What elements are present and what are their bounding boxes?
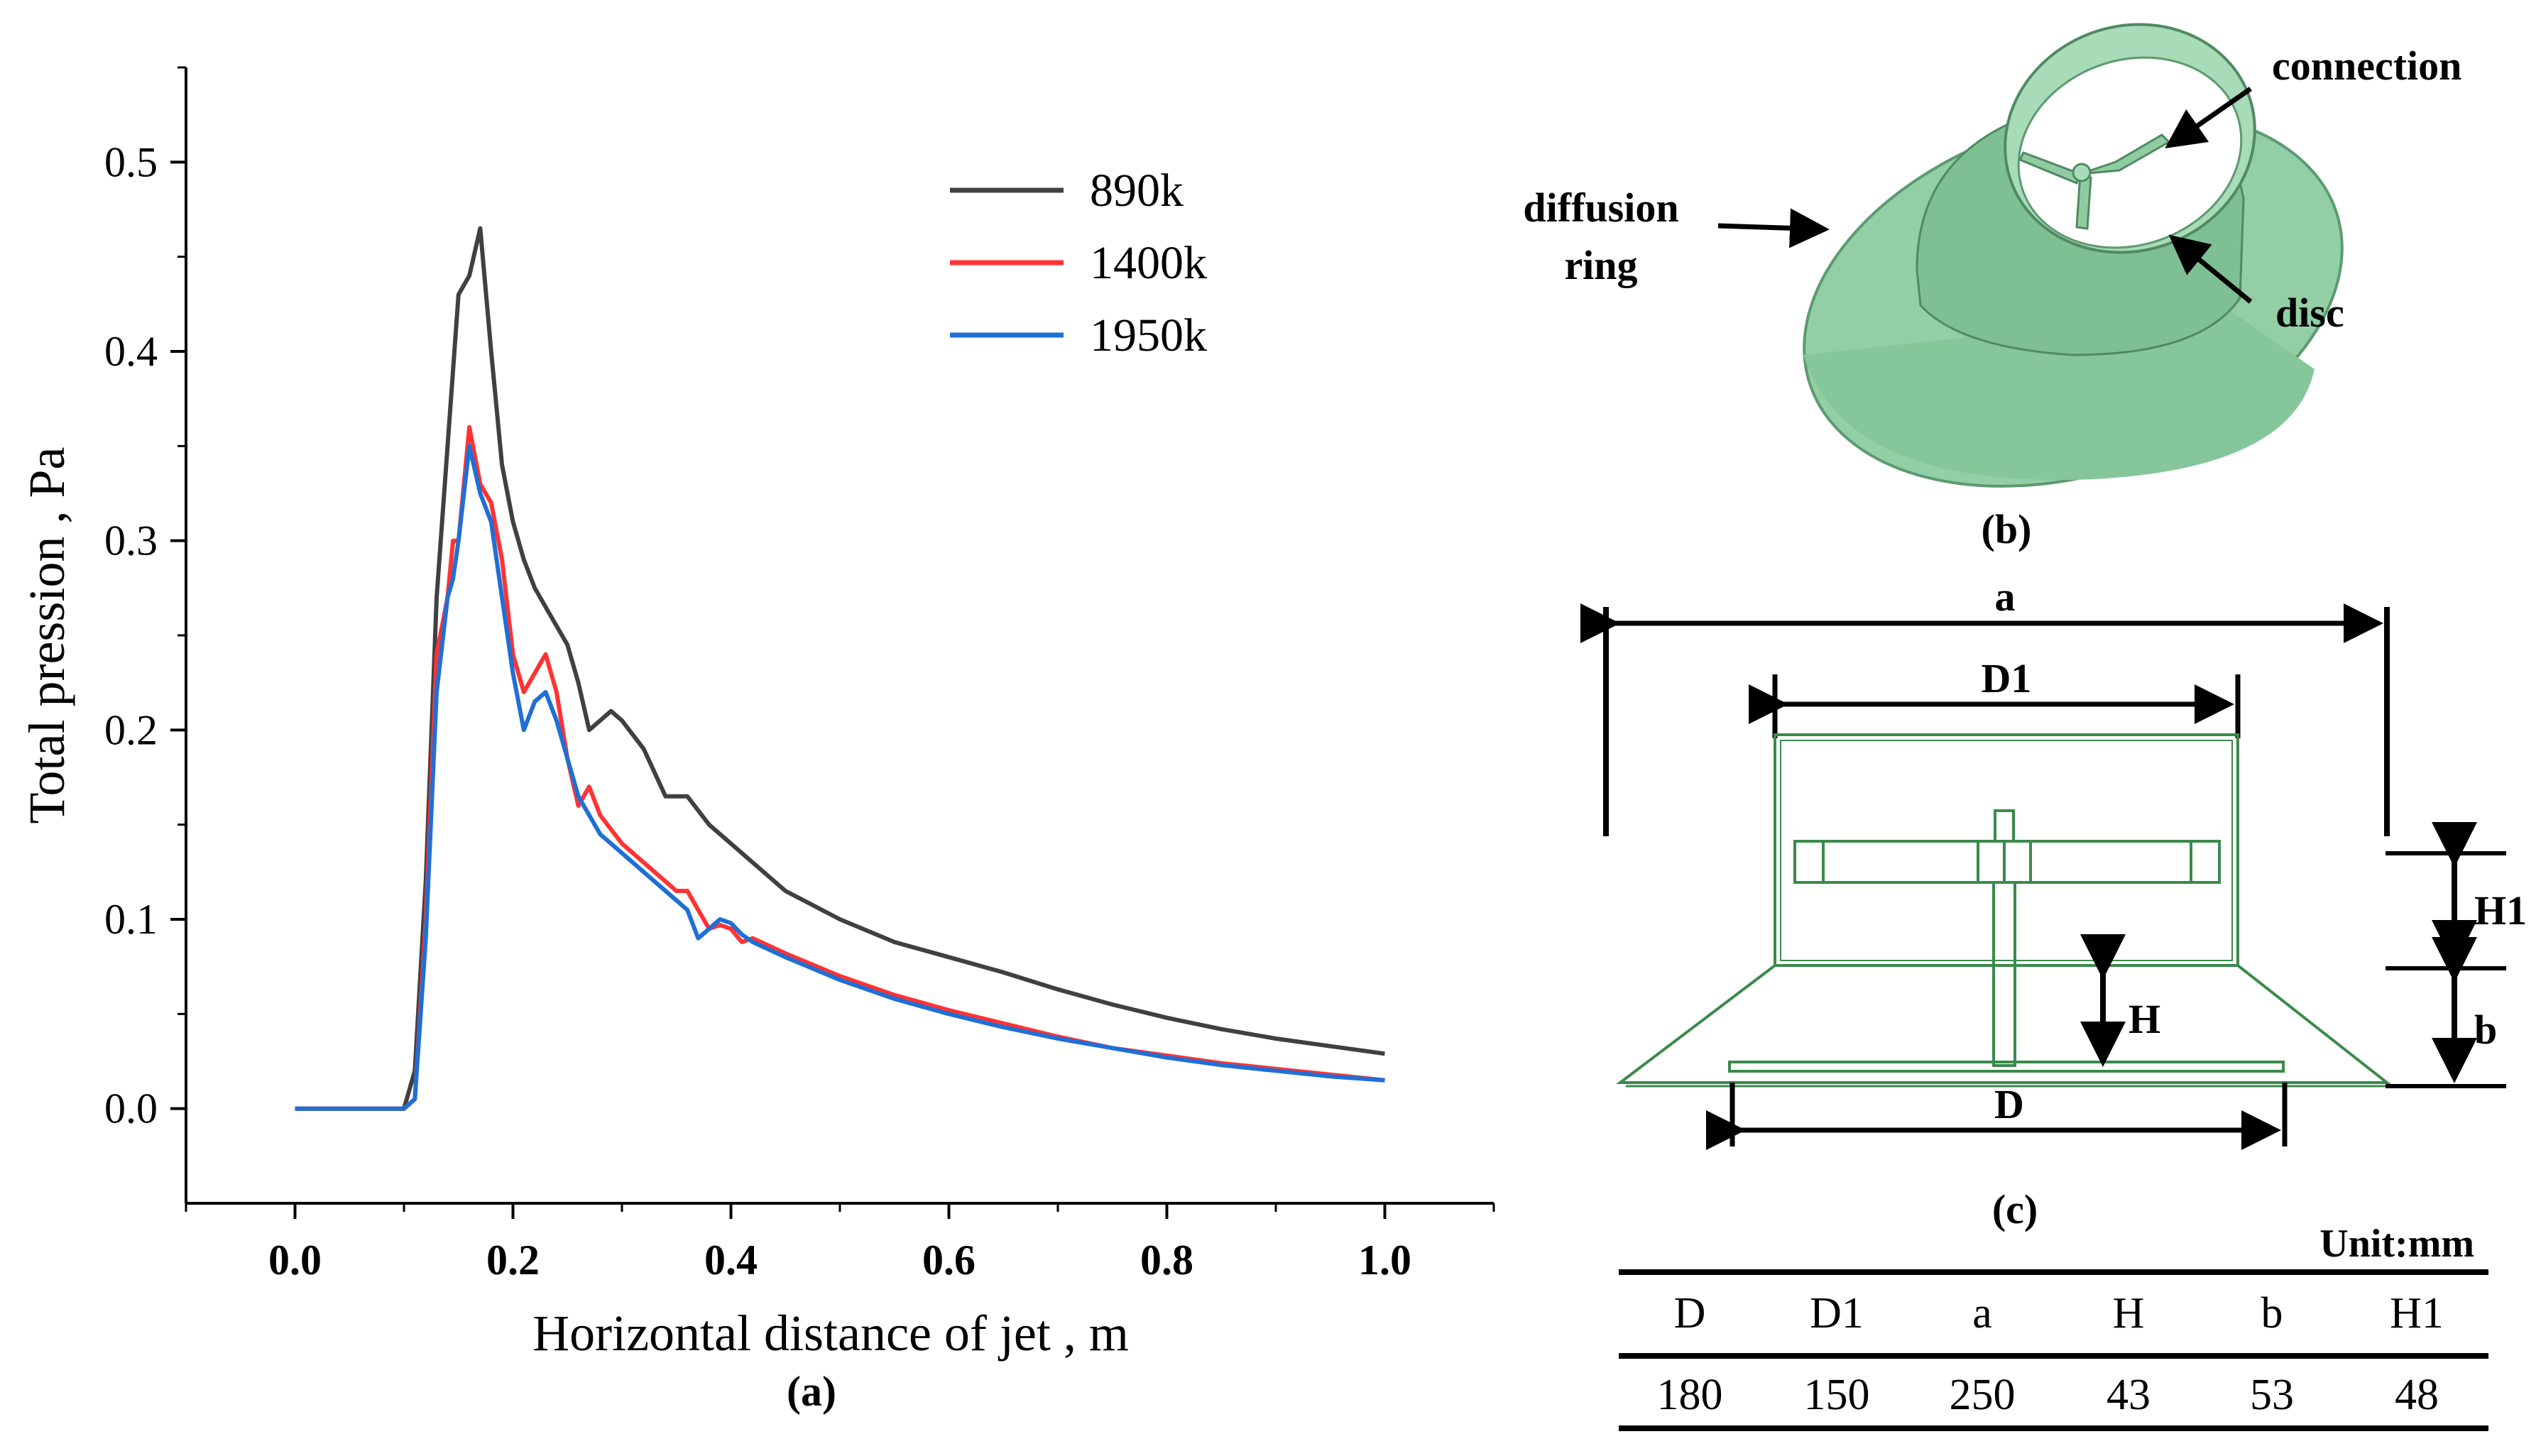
line-chart: 0.0 0.1 0.2 0.3 0.4 0.5 0.0 0.2 0.4 0.6 0.8 1.0 Ho… <box>18 66 1495 1415</box>
y-axis-title: Total pression , Pa <box>18 447 75 824</box>
series-line-890k <box>295 226 1385 1111</box>
dim-b-label: b <box>2474 1007 2497 1053</box>
series-line-1400k <box>295 425 1385 1111</box>
x-tick-label: 0.2 <box>486 1237 540 1283</box>
x-tick-label: 0.4 <box>704 1237 758 1283</box>
dim-a-label: a <box>1995 574 2016 620</box>
legend-label: 1400k <box>1090 237 1207 289</box>
label-disc: disc <box>2275 290 2344 336</box>
y-tick-label: 0.4 <box>104 328 158 375</box>
table-value-cell: 250 <box>1950 1371 2016 1419</box>
y-tick-label: 0.1 <box>104 896 158 943</box>
panel-c-label: (c) <box>1992 1186 2038 1232</box>
disc-arrow <box>2168 234 2253 304</box>
diffusion-ring-arrow <box>1717 208 1830 248</box>
x-tick-label: 0.6 <box>922 1237 976 1283</box>
diffuser-3d-render: connection diffusion ring disc (b) <box>1523 23 2461 552</box>
y-tick-label: 0.2 <box>104 706 158 753</box>
label-ring: ring <box>1564 242 1637 288</box>
x-ticks: 0.0 0.2 0.4 0.6 0.8 1.0 <box>185 1203 1495 1283</box>
legend-label: 890k <box>1090 165 1184 217</box>
dim-d1-label: D1 <box>1982 655 2032 701</box>
legend: 890k 1400k 1950k <box>950 165 1207 361</box>
diffuser-outline <box>1616 733 2391 1088</box>
cylinder-shape <box>2004 23 2256 254</box>
y-ticks: 0.0 0.1 0.2 0.3 0.4 0.5 <box>104 66 186 1132</box>
table-value-cell: 43 <box>2106 1371 2151 1419</box>
table-header-cell: b <box>2261 1289 2283 1337</box>
table-header-cell: H1 <box>2390 1289 2444 1337</box>
panel-a-label: (a) <box>787 1368 836 1415</box>
dim-h-label: H <box>2129 996 2160 1042</box>
series-group <box>295 226 1385 1111</box>
table-header-cell: D1 <box>1810 1289 1864 1337</box>
table-value-row: 180 150 250 43 53 48 <box>1657 1371 2439 1419</box>
panel-b-label: (b) <box>1982 506 2032 552</box>
table-value-cell: 48 <box>2395 1371 2439 1419</box>
table-value-cell: 53 <box>2250 1371 2294 1419</box>
x-tick-label: 1.0 <box>1358 1237 1411 1283</box>
y-tick-label: 0.5 <box>104 138 158 185</box>
x-tick-label: 0.0 <box>268 1237 322 1283</box>
legend-label: 1950k <box>1090 310 1207 361</box>
dim-d-label: D <box>1994 1081 2024 1127</box>
dim-h1-label: H1 <box>2474 887 2527 934</box>
table-header-cell: H <box>2113 1289 2145 1337</box>
table-value-cell: 150 <box>1804 1371 1870 1419</box>
diffuser-section-drawing: a D1 H H1 b <box>1580 574 2527 1232</box>
series-line-1950k <box>295 444 1385 1111</box>
connection-arrow <box>2165 87 2252 148</box>
y-tick-label: 0.0 <box>104 1085 158 1132</box>
table-value-cell: 180 <box>1657 1371 1723 1419</box>
table-header-cell: a <box>1972 1289 1992 1337</box>
table-unit: Unit:mm <box>2319 1222 2474 1266</box>
table-header-cell: D <box>1674 1289 1706 1337</box>
y-tick-label: 0.3 <box>104 518 158 564</box>
label-connection: connection <box>2272 43 2461 89</box>
x-tick-label: 0.8 <box>1140 1237 1193 1283</box>
x-axis-title: Horizontal distance of jet , m <box>532 1305 1129 1362</box>
label-diffusion: diffusion <box>1523 185 1678 231</box>
